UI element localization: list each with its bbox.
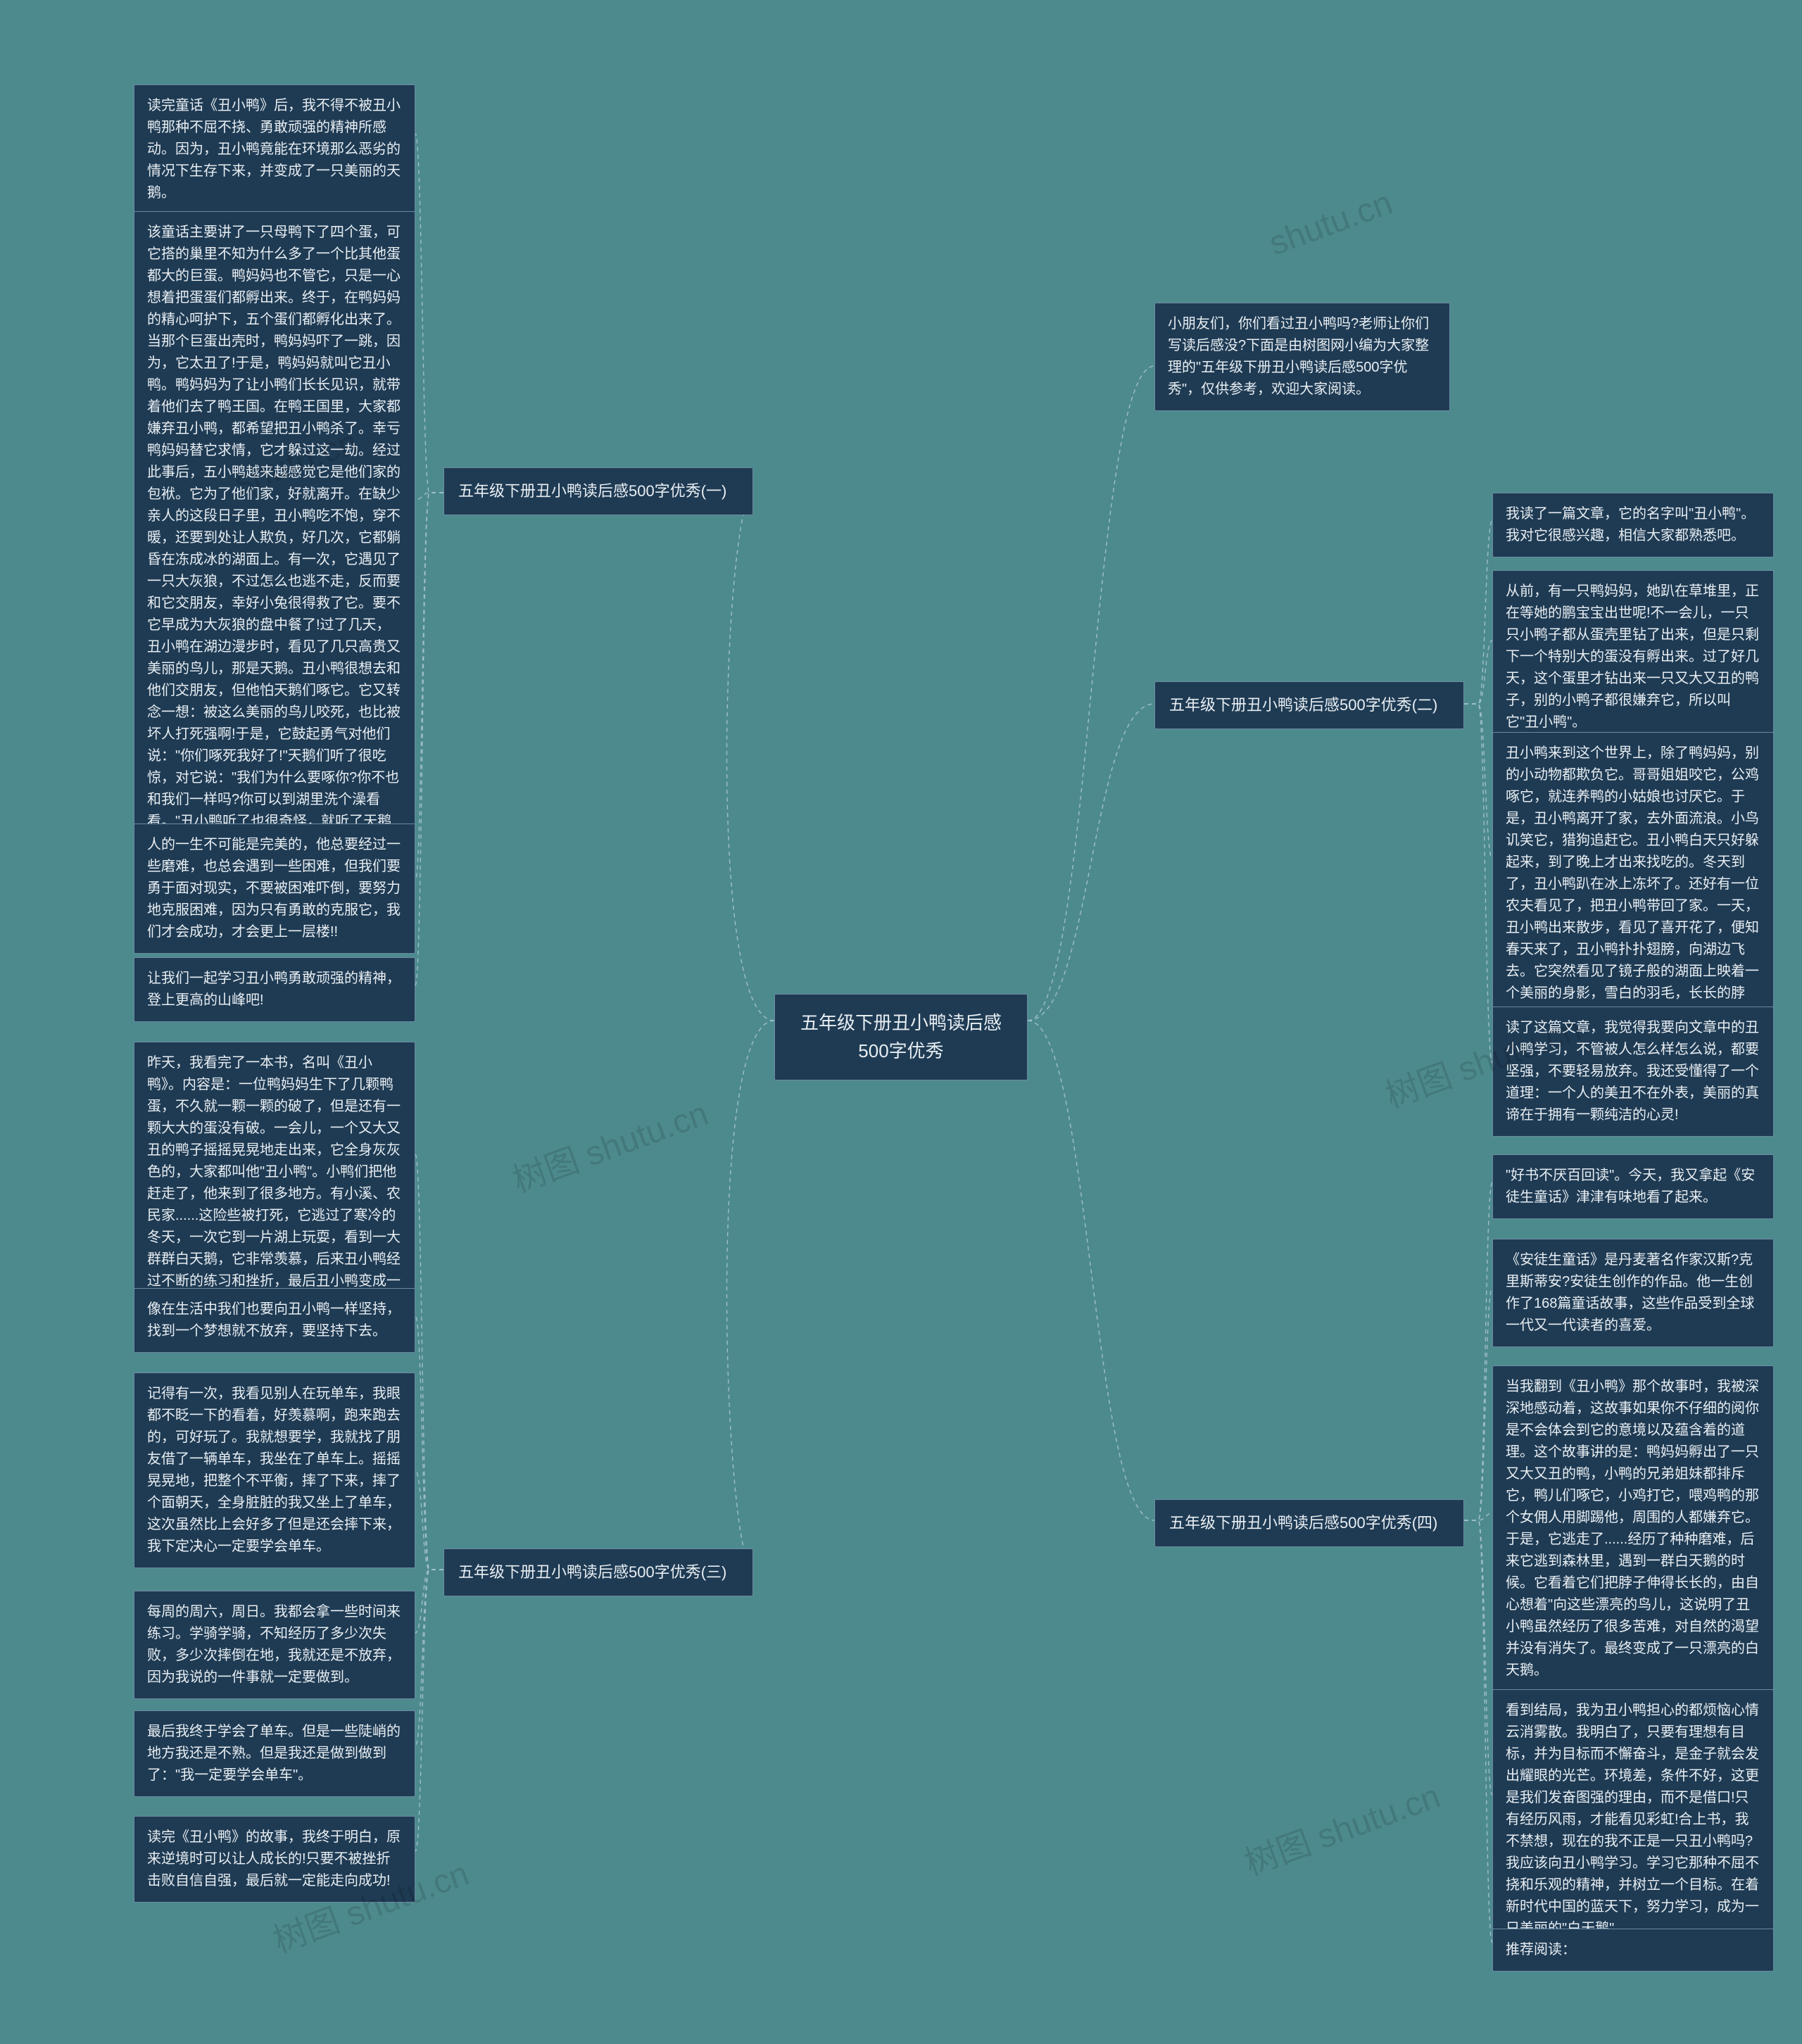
- section-4-child-1: 《安徒生童话》是丹麦著名作家汉斯?克里斯蒂安?安徒生创作的作品。他一生创作了16…: [1492, 1239, 1774, 1347]
- section-2-child-0: 我读了一篇文章，它的名字叫"丑小鸭"。我对它很感兴趣，相信大家都熟悉吧。: [1492, 493, 1774, 557]
- section-3-child-0: 昨天，我看完了一本书，名叫《丑小鸭》。内容是：一位鸭妈妈生下了几颗鸭蛋，不久就一…: [134, 1042, 415, 1325]
- connector: [415, 1316, 443, 1570]
- section-4-child-3: 看到结局，我为丑小鸭担心的都烦恼心情云消雾散。我明白了，只要有理想有目标，并为目…: [1492, 1689, 1774, 1950]
- connector: [415, 1570, 443, 1746]
- section-1-child-3: 让我们一起学习丑小鸭勇敢顽强的精神，登上更高的山峰吧!: [134, 957, 415, 1022]
- section-4-child-2: 当我翻到《丑小鸭》那个故事时，我被深深地感动着，这故事如果你不仔细的阅你是不会体…: [1492, 1365, 1774, 1692]
- connector: [443, 1021, 774, 1570]
- connector: [415, 1570, 443, 1633]
- connector: [415, 1471, 443, 1570]
- connector: [1464, 1520, 1492, 1795]
- section-1-child-0: 读完童话《丑小鸭》后，我不得不被丑小鸭那种不屈不挠、勇敢顽强的精神所感动。因为，…: [134, 84, 415, 215]
- section-4-child-0: "好书不厌百回读"。今天，我又拿起《安徒生童话》津津有味地看了起来。: [1492, 1154, 1774, 1219]
- connector: [1464, 641, 1492, 704]
- connector: [1464, 1288, 1492, 1520]
- section-3-child-2: 记得有一次，我看见别人在玩单车，我眼都不眨一下的看着，好羡慕啊，跑来跑去的，可好…: [134, 1373, 415, 1568]
- section-2-title: 五年级下册丑小鸭读后感500字优秀(二): [1154, 681, 1464, 729]
- section-3-title: 五年级下册丑小鸭读后感500字优秀(三): [443, 1548, 753, 1596]
- section-2-child-3: 读了这篇文章，我觉得我要向文章中的丑小鸭学习，不管被人怎么样怎么说，都要坚强，不…: [1492, 1007, 1774, 1137]
- connector: [415, 1570, 443, 1851]
- connector: [1464, 1182, 1492, 1520]
- section-1-child-2: 人的一生不可能是完美的，他总要经过一些磨难，也总会遇到一些困难，但我们要勇于面对…: [134, 824, 415, 954]
- section-4-title: 五年级下册丑小鸭读后感500字优秀(四): [1154, 1499, 1464, 1547]
- connector: [415, 493, 443, 880]
- watermark: shutu.cn: [1264, 184, 1397, 264]
- section-3-child-4: 最后我终于学会了单车。但是一些陡峭的地方我还是不熟。但是我还是做到做到了："我一…: [134, 1710, 415, 1797]
- center-node: 五年级下册丑小鸭读后感500字优秀: [774, 994, 1028, 1080]
- section-3-child-5: 读完《丑小鸭》的故事，我终于明白，原来逆境时可以让人成长的!只要不被挫折击败自信…: [134, 1816, 415, 1903]
- connector: [1464, 1520, 1492, 1943]
- connector: [415, 493, 443, 985]
- connector: [415, 1154, 443, 1570]
- connector: [1028, 704, 1154, 1021]
- connector: [1028, 1021, 1154, 1520]
- connector: [1464, 704, 1492, 859]
- section-1-title: 五年级下册丑小鸭读后感500字优秀(一): [443, 467, 753, 515]
- connector: [1464, 704, 1492, 1063]
- section-4-child-4: 推荐阅读：: [1492, 1929, 1774, 1972]
- watermark: 树图 shutu.cn: [1237, 1768, 1446, 1884]
- section-2-child-1: 从前，有一只鸭妈妈，她趴在草堆里，正在等她的鹏宝宝出世呢!不一会儿，一只只小鸭子…: [1492, 570, 1774, 744]
- connector: [443, 493, 774, 1021]
- connector: [1464, 1513, 1492, 1520]
- intro-node: 小朋友们，你们看过丑小鸭吗?老师让你们写读后感没?下面是由树图网小编为大家整理的…: [1154, 303, 1450, 411]
- connector: [415, 493, 443, 500]
- mindmap-canvas: 五年级下册丑小鸭读后感500字优秀 小朋友们，你们看过丑小鸭吗?老师让你们写读后…: [0, 0, 1802, 2044]
- section-3-child-1: 像在生活中我们也要向丑小鸭一样坚持，找到一个梦想就不放弃，要坚持下去。: [134, 1288, 415, 1353]
- connector: [1028, 366, 1154, 1021]
- watermark: 树图 shutu.cn: [505, 1085, 714, 1201]
- connector: [1464, 521, 1492, 704]
- connector: [415, 134, 443, 493]
- section-3-child-3: 每周的周六，周日。我都会拿一些时间来练习。学骑学骑，不知经历了多少次失败，多少次…: [134, 1591, 415, 1699]
